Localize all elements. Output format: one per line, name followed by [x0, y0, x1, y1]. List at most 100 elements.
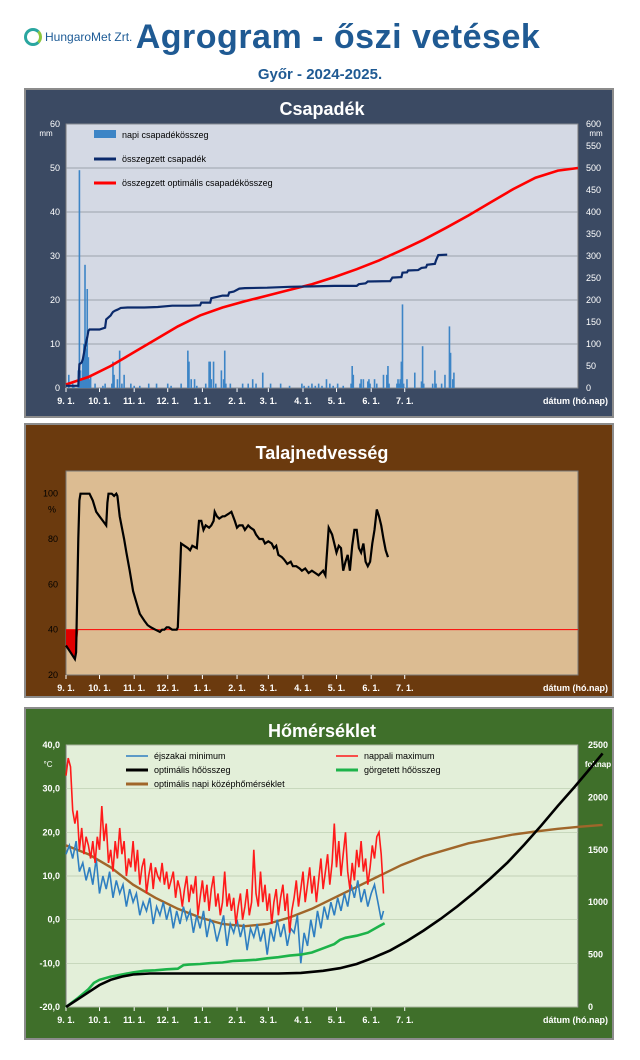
daily-precip-bar [396, 383, 398, 388]
y-right-tick-label: 50 [586, 361, 596, 371]
day-max-line [65, 757, 385, 933]
x-tick-label: 6. 1. [362, 1015, 380, 1025]
x-tick-label: 10. 1. [88, 1015, 111, 1025]
legend-label: napi csapadékösszeg [122, 130, 209, 140]
daily-precip-bar [222, 379, 225, 388]
daily-precip-bar [317, 383, 320, 388]
daily-precip-bar [311, 383, 313, 388]
daily-precip-bar [440, 383, 443, 388]
daily-precip-bar [332, 385, 334, 388]
y-left-tick-label: 0,0 [47, 915, 60, 925]
x-tick-label: 10. 1. [88, 396, 111, 406]
x-tick-label: 11. 1. [123, 396, 145, 406]
legend-swatch-daily [94, 130, 116, 138]
daily-precip-bar [420, 381, 423, 388]
daily-precip-bar [421, 346, 424, 388]
soil-moisture-chart: Talajnedvesség 9. 1. 10. 1. 11. 1. 12. 1. 1. … [43, 443, 608, 693]
daily-precip-bar [251, 379, 254, 388]
legend-label: optimális napi középhőmérséklet [154, 779, 285, 789]
y-right-tick-label: 0 [586, 383, 591, 393]
optimal-precip-line [65, 166, 579, 386]
y-right-tick-label: 600 [586, 119, 601, 129]
daily-precip-bar [388, 383, 390, 388]
daily-precip-bar [301, 383, 303, 388]
logo-text: HungaroMet Zrt. [45, 30, 133, 44]
x-tick-label: 4. 1. [294, 1015, 312, 1025]
daily-precip-bar [406, 379, 408, 388]
daily-precip-bar [123, 374, 125, 388]
y-right-tick-label: 500 [588, 950, 603, 960]
x-tick-label: 9. 1. [57, 683, 75, 693]
x-tick-label: 1. 1. [194, 683, 212, 693]
legend-label: éjszakai minimum [154, 751, 226, 761]
daily-precip-bar [269, 383, 272, 388]
logo: HungaroMet Zrt. [24, 28, 132, 46]
daily-precip-bar [362, 379, 365, 388]
chart-title: Hőmérséklet [268, 721, 376, 741]
y-tick-label: 60 [48, 579, 58, 589]
daily-precip-bar [138, 385, 141, 388]
daily-precip-bar [81, 361, 84, 388]
daily-precip-bar [155, 383, 158, 388]
y-right-tick-label: 350 [586, 229, 601, 239]
daily-precip-bar [342, 385, 345, 388]
daily-precip-bar [212, 361, 215, 388]
daily-precip-bar [220, 370, 223, 388]
y-left-tick-label: 50 [50, 163, 60, 173]
rolling-heat-sum-line [65, 922, 386, 1009]
daily-precip-bar [94, 383, 96, 388]
y-right-tick-label: 550 [586, 141, 601, 151]
daily-precip-bar [360, 379, 362, 388]
daily-precip-bar [195, 385, 198, 388]
daily-precip-bar [214, 383, 217, 388]
x-tick-label: 5. 1. [328, 1015, 346, 1025]
y-left-tick-label: 40 [50, 207, 60, 217]
y-right-tick-label: 2000 [588, 792, 608, 802]
y-right-tick-label: 1000 [588, 897, 608, 907]
x-axis-label: dátum (hó.nap) [543, 1015, 608, 1025]
daily-precip-bar [422, 383, 425, 388]
daily-precip-bar [401, 304, 404, 388]
x-axis-label: dátum (hó.nap) [543, 396, 608, 406]
daily-precip-bar [413, 372, 416, 388]
x-tick-label: 3. 1. [260, 683, 278, 693]
daily-precip-bar [88, 379, 91, 388]
daily-precip-bar [336, 383, 339, 388]
x-tick-label: 9. 1. [57, 396, 75, 406]
daily-precip-bar [188, 361, 190, 388]
x-axis-label: dátum (hó.nap) [543, 683, 608, 693]
daily-precip-bar [147, 383, 150, 388]
temperature-panel: Hőmérséklet 9. 1. 10. 1. 11. 1. 12. 1. 1. 1. 2… [24, 707, 614, 1040]
x-tick-label: 3. 1. [260, 1015, 278, 1025]
x-tick-label: 4. 1. [294, 683, 312, 693]
y-left-axis-label: mm [39, 129, 53, 138]
daily-precip-bar [113, 374, 115, 388]
daily-precip-bar [84, 264, 86, 388]
y-right-tick-label: 500 [586, 163, 601, 173]
legend-label: görgetett hőösszeg [364, 765, 441, 775]
daily-precip-bar [89, 374, 92, 388]
daily-precip-bar [373, 379, 376, 388]
cumulative-precip-line [66, 253, 448, 387]
daily-precip-bar [369, 383, 371, 388]
y-right-tick-label: 150 [586, 317, 601, 327]
x-tick-label: 6. 1. [362, 396, 380, 406]
y-left-tick-label: -20,0 [39, 1002, 60, 1012]
daily-precip-bar [359, 383, 361, 388]
x-tick-label: 10. 1. [88, 683, 111, 693]
chart-title: Talajnedvesség [256, 443, 389, 463]
optimal-heat-sum-line [65, 752, 604, 1009]
daily-precip-bar [67, 374, 70, 388]
soil-moisture-line [65, 491, 390, 663]
x-tick-label: 12. 1. [156, 396, 179, 406]
header: HungaroMet Zrt. Agrogram - őszi vetések … [0, 0, 640, 90]
y-tick-label: 20 [48, 670, 58, 680]
daily-precip-bar [78, 170, 81, 388]
x-tick-label: 2. 1. [228, 1015, 246, 1025]
daily-precip-bar [449, 352, 452, 388]
y-right-tick-label: 0 [588, 1002, 593, 1012]
night-min-line [65, 840, 385, 964]
y-left-tick-label: 60 [50, 119, 60, 129]
logo-icon [24, 28, 42, 46]
daily-precip-bar [321, 385, 323, 388]
